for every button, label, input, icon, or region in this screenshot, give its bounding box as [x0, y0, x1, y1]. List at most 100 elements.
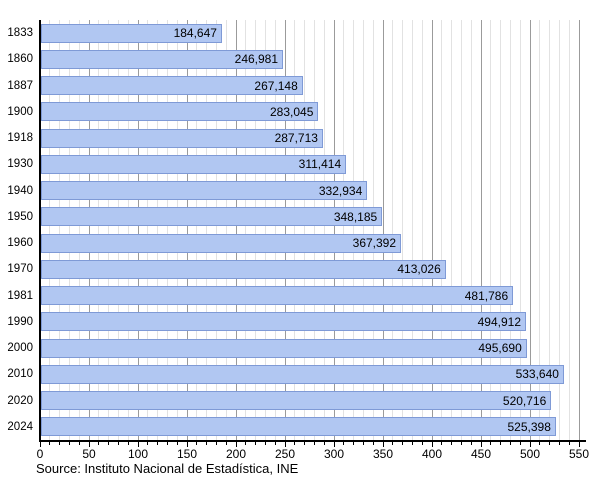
- gridline-minor: [117, 20, 119, 440]
- gridline-minor: [421, 20, 423, 440]
- axis-tick: [88, 442, 90, 447]
- gridline-minor: [323, 20, 325, 440]
- bar-value-label: 481,786: [464, 288, 509, 303]
- gridline-minor: [411, 20, 413, 440]
- gridline-minor: [225, 20, 227, 440]
- y-axis-label-1950: 1950: [7, 210, 33, 223]
- gridline-minor: [206, 20, 208, 440]
- gridline-minor: [470, 20, 472, 440]
- axis-tick: [166, 442, 168, 445]
- bar-value-label: 184,647: [173, 26, 217, 40]
- axis-tick: [470, 442, 472, 445]
- bar-1887: 267,148: [41, 76, 303, 95]
- gridline-minor: [372, 20, 374, 440]
- gridline-minor: [245, 20, 247, 440]
- bar-1918: 287,713: [41, 128, 323, 148]
- axis-tick: [196, 442, 198, 445]
- axis-tick: [225, 442, 227, 445]
- bar-1860: 246,981: [41, 49, 284, 69]
- axis-tick: [137, 442, 139, 447]
- axis-tick: [255, 442, 257, 445]
- gridline-minor: [558, 20, 560, 440]
- axis-tick: [186, 442, 188, 447]
- axis-tick: [264, 442, 266, 445]
- axis-tick: [206, 442, 208, 445]
- gridline-major: [186, 20, 188, 440]
- axis-tick: [578, 442, 580, 447]
- bar-value-label: 348,185: [333, 209, 378, 224]
- bar-1833: 184,647: [41, 23, 222, 43]
- axis-tick: [500, 442, 502, 445]
- axis-tick: [509, 442, 511, 445]
- bar-value-label: 520,716: [502, 393, 547, 408]
- axis-tick: [402, 442, 404, 445]
- gridline-minor: [108, 20, 110, 440]
- bar-value-label: 267,148: [254, 78, 298, 93]
- y-axis-label-2024: 2024: [7, 420, 33, 433]
- axis-tick: [372, 442, 374, 445]
- gridline-minor: [147, 20, 149, 440]
- x-axis-label-100: 100: [127, 447, 149, 461]
- y-axis-label-1940: 1940: [7, 184, 33, 197]
- gridline-minor: [441, 20, 443, 440]
- gridline-minor: [255, 20, 257, 440]
- source-caption: Source: Instituto Nacional de Estadístic…: [36, 461, 299, 476]
- bar-value-label: 495,690: [478, 341, 522, 355]
- gridline-minor: [362, 20, 364, 440]
- bar-value-label: 287,713: [274, 131, 318, 145]
- x-axis-label-550: 550: [568, 447, 590, 461]
- bar-value-label: 332,934: [318, 183, 363, 198]
- axis-tick: [333, 442, 335, 447]
- gridline-major: [284, 20, 286, 440]
- bar-value-label: 494,912: [477, 314, 521, 329]
- x-axis-label-500: 500: [519, 447, 541, 461]
- bar-2024: 525,398: [41, 417, 556, 437]
- axis-tick: [451, 442, 453, 445]
- x-axis-label-0: 0: [36, 447, 44, 461]
- axis-tick: [274, 442, 276, 445]
- gridline-minor: [68, 20, 70, 440]
- bar-1900: 283,045: [41, 102, 319, 122]
- axis-tick: [68, 442, 70, 445]
- axis-tick: [392, 442, 394, 445]
- gridline-minor: [49, 20, 51, 440]
- gridline-minor: [509, 20, 511, 440]
- x-axis-label-50: 50: [82, 447, 96, 461]
- axis-tick: [431, 442, 433, 447]
- gridline-major: [88, 20, 90, 440]
- axis-tick: [108, 442, 110, 445]
- gridline-minor: [196, 20, 198, 440]
- bar-2020: 520,716: [41, 391, 552, 410]
- y-axis-label-1918: 1918: [7, 132, 33, 144]
- bar-value-label: 413,026: [397, 262, 441, 277]
- bar-1960: 367,392: [41, 233, 402, 253]
- bar-value-label: 533,640: [515, 367, 559, 382]
- gridline-minor: [294, 20, 296, 440]
- gridline-major: [235, 20, 237, 440]
- axis-tick: [304, 442, 306, 445]
- y-axis-label-1833: 1833: [7, 27, 33, 39]
- gridline-minor: [98, 20, 100, 440]
- axis-tick: [343, 442, 345, 445]
- gridline-major: [137, 20, 139, 440]
- axis-tick: [215, 442, 217, 445]
- gridline-minor: [304, 20, 306, 440]
- y-axis-label-1960: 1960: [7, 237, 33, 249]
- bar-1930: 311,414: [41, 154, 347, 174]
- gridline-minor: [568, 20, 570, 440]
- y-axis-label-2000: 2000: [7, 342, 33, 354]
- gridline-minor: [264, 20, 266, 440]
- x-axis-label-250: 250: [274, 447, 296, 461]
- gridline-minor: [157, 20, 159, 440]
- bar-value-label: 367,392: [352, 236, 397, 250]
- x-axis-line: [39, 440, 586, 442]
- gridline-major: [382, 20, 384, 440]
- y-axis-label-1990: 1990: [7, 315, 33, 328]
- axis-tick: [519, 442, 521, 445]
- y-axis-label-1981: 1981: [7, 289, 33, 302]
- gridline-minor: [274, 20, 276, 440]
- x-axis-label-150: 150: [176, 447, 198, 461]
